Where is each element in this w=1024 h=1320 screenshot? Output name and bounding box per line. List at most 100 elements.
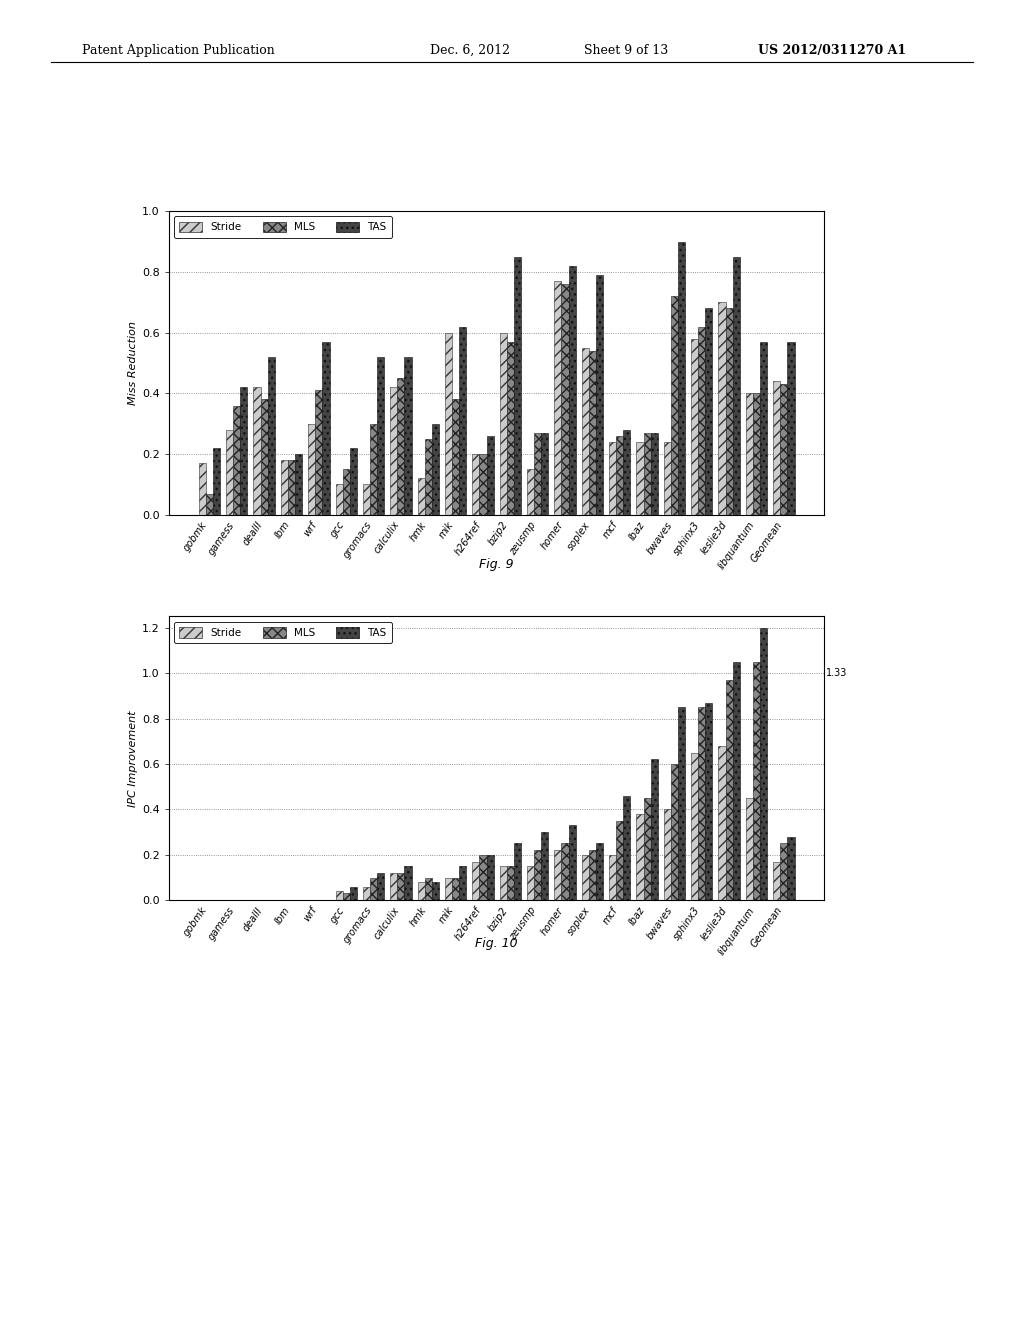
Bar [733, 256, 739, 515]
Bar [288, 461, 295, 515]
Bar [706, 702, 713, 900]
Bar [616, 436, 624, 515]
Bar [780, 843, 787, 900]
Bar [787, 342, 795, 515]
Bar [445, 878, 452, 900]
Bar [432, 424, 439, 515]
Bar [397, 379, 404, 515]
Bar [624, 796, 631, 900]
Bar [397, 873, 404, 900]
Bar [362, 887, 370, 900]
Bar [350, 887, 356, 900]
Bar [561, 284, 568, 515]
Bar [514, 256, 521, 515]
Bar [616, 821, 624, 900]
Bar [350, 447, 356, 515]
Legend: Stride, MLS, TAS: Stride, MLS, TAS [174, 622, 391, 643]
Bar [535, 850, 542, 900]
Bar [745, 393, 753, 515]
Bar [527, 866, 535, 900]
Legend: Stride, MLS, TAS: Stride, MLS, TAS [174, 216, 391, 238]
Bar [445, 333, 452, 515]
Bar [500, 333, 507, 515]
Bar [404, 866, 412, 900]
Bar [664, 442, 671, 515]
Text: Sheet 9 of 13: Sheet 9 of 13 [584, 44, 668, 57]
Bar [315, 391, 323, 515]
Bar [336, 484, 343, 515]
Bar [678, 242, 685, 515]
Bar [542, 832, 548, 900]
Text: Fig. 9: Fig. 9 [479, 558, 514, 572]
Bar [671, 764, 678, 900]
Bar [691, 339, 698, 515]
Bar [698, 708, 706, 900]
Bar [637, 814, 643, 900]
Bar [432, 882, 439, 900]
Y-axis label: Miss Reduction: Miss Reduction [128, 321, 138, 405]
Bar [390, 873, 397, 900]
Bar [336, 891, 343, 900]
Bar [343, 470, 350, 515]
Bar [308, 424, 315, 515]
Bar [719, 746, 726, 900]
Bar [527, 470, 535, 515]
Bar [206, 494, 213, 515]
Bar [472, 862, 479, 900]
Bar [726, 309, 733, 515]
Bar [479, 454, 486, 515]
Bar [295, 454, 302, 515]
Bar [609, 855, 616, 900]
Bar [624, 430, 631, 515]
Bar [554, 850, 561, 900]
Bar [418, 478, 425, 515]
Bar [343, 894, 350, 900]
Text: Dec. 6, 2012: Dec. 6, 2012 [430, 44, 510, 57]
Bar [664, 809, 671, 900]
Bar [479, 855, 486, 900]
Text: US 2012/0311270 A1: US 2012/0311270 A1 [758, 44, 906, 57]
Bar [199, 463, 206, 515]
Bar [377, 356, 384, 515]
Bar [452, 878, 459, 900]
Bar [753, 393, 760, 515]
Bar [486, 436, 494, 515]
Bar [254, 387, 260, 515]
Bar [323, 342, 330, 515]
Bar [745, 799, 753, 900]
Bar [589, 850, 596, 900]
Bar [377, 873, 384, 900]
Bar [760, 342, 767, 515]
Bar [507, 866, 514, 900]
Bar [514, 843, 521, 900]
Bar [787, 837, 795, 900]
Bar [370, 878, 377, 900]
Bar [260, 400, 267, 515]
Bar [596, 843, 603, 900]
Bar [568, 825, 575, 900]
Bar [643, 799, 650, 900]
Bar [213, 447, 220, 515]
Bar [226, 900, 233, 903]
Bar [760, 628, 767, 900]
Bar [726, 680, 733, 900]
Bar [650, 433, 657, 515]
Bar [404, 356, 412, 515]
Bar [589, 351, 596, 515]
Bar [561, 843, 568, 900]
Bar [637, 442, 643, 515]
Bar [425, 438, 432, 515]
Bar [678, 708, 685, 900]
Bar [418, 882, 425, 900]
Bar [773, 862, 780, 900]
Text: Fig. 10: Fig. 10 [475, 937, 518, 950]
Bar [733, 661, 739, 900]
Bar [650, 759, 657, 900]
Bar [425, 878, 432, 900]
Text: 1.33: 1.33 [825, 668, 847, 678]
Bar [706, 309, 713, 515]
Bar [554, 281, 561, 515]
Bar [500, 866, 507, 900]
Bar [582, 348, 589, 515]
Bar [452, 400, 459, 515]
